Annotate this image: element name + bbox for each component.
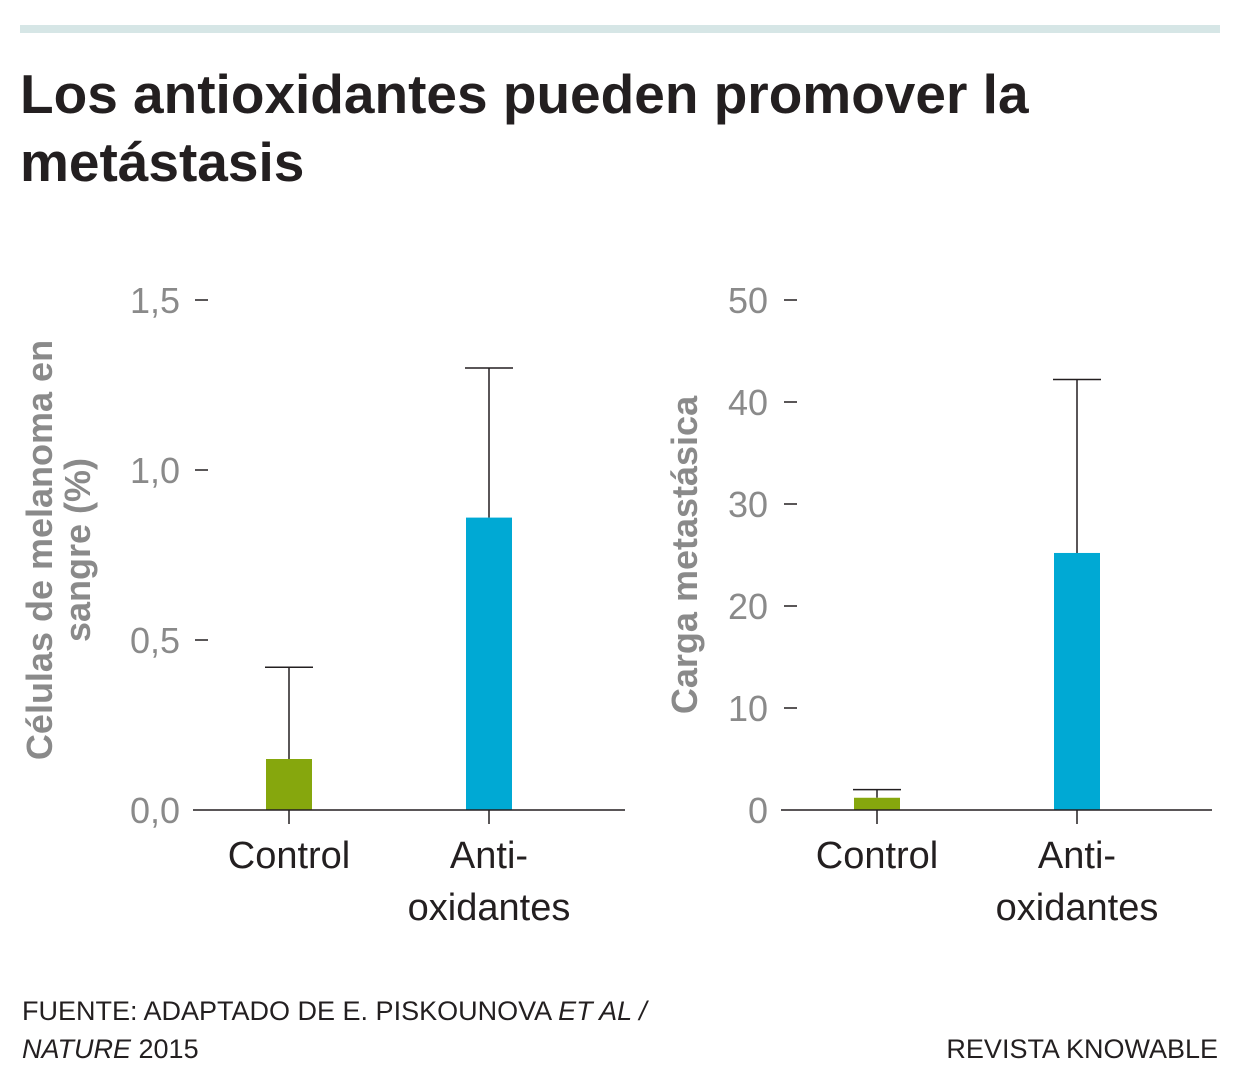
chart2-y-tick-label: 0 xyxy=(748,790,768,831)
chart1-x-tick-label: oxidantes xyxy=(408,887,571,929)
top-rule xyxy=(20,25,1220,33)
chart1-bar-control xyxy=(266,759,312,810)
source-prefix: FUENTE: ADAPTADO DE E. PISKOUNOVA xyxy=(22,996,559,1026)
publisher-credit: REVISTA KNOWABLE xyxy=(946,1034,1218,1064)
chart2-y-tick-label: 30 xyxy=(728,484,768,525)
chart1-y-axis-title: Células de melanoma en xyxy=(19,340,60,760)
chart1-y-tick-label: 0,0 xyxy=(130,790,180,831)
title-line-2: metástasis xyxy=(20,131,305,193)
chart2-bar-antioxidants xyxy=(1054,552,1100,810)
chart2-y-tick-label: 20 xyxy=(728,586,768,627)
chart1-x-tick-label: Anti- xyxy=(450,835,528,877)
source-journal: NATURE xyxy=(22,1034,132,1064)
chart1-y-axis-title: sangre (%) xyxy=(57,458,98,642)
chart2-bar-control xyxy=(854,797,900,810)
chart2-x-tick-label: Anti- xyxy=(1038,835,1116,877)
chart1-y-tick-label: 1,0 xyxy=(130,450,180,491)
chart1-x-tick-label: Control xyxy=(228,835,351,877)
chart2-y-axis-title: Carga metastásica xyxy=(664,395,705,714)
page-title: Los antioxidantes pueden promover la met… xyxy=(20,60,1200,196)
title-line-1: Los antioxidantes pueden promover la xyxy=(20,63,1029,125)
chart2-y-tick-label: 10 xyxy=(728,688,768,729)
source-et-al: ET AL / xyxy=(558,996,647,1026)
chart1-bar-antioxidants xyxy=(466,517,512,810)
source-note: FUENTE: ADAPTADO DE E. PISKOUNOVA ET AL … xyxy=(22,992,647,1068)
chart2-y-tick-label: 40 xyxy=(728,382,768,423)
chart2-x-tick-label: Control xyxy=(816,835,939,877)
chart2-y-tick-label: 50 xyxy=(728,280,768,321)
chart1-y-tick-label: 0,5 xyxy=(130,620,180,661)
source-year: 2015 xyxy=(131,1034,199,1064)
chart2-x-tick-label: oxidantes xyxy=(996,887,1159,929)
chart1-y-tick-label: 1,5 xyxy=(130,280,180,321)
